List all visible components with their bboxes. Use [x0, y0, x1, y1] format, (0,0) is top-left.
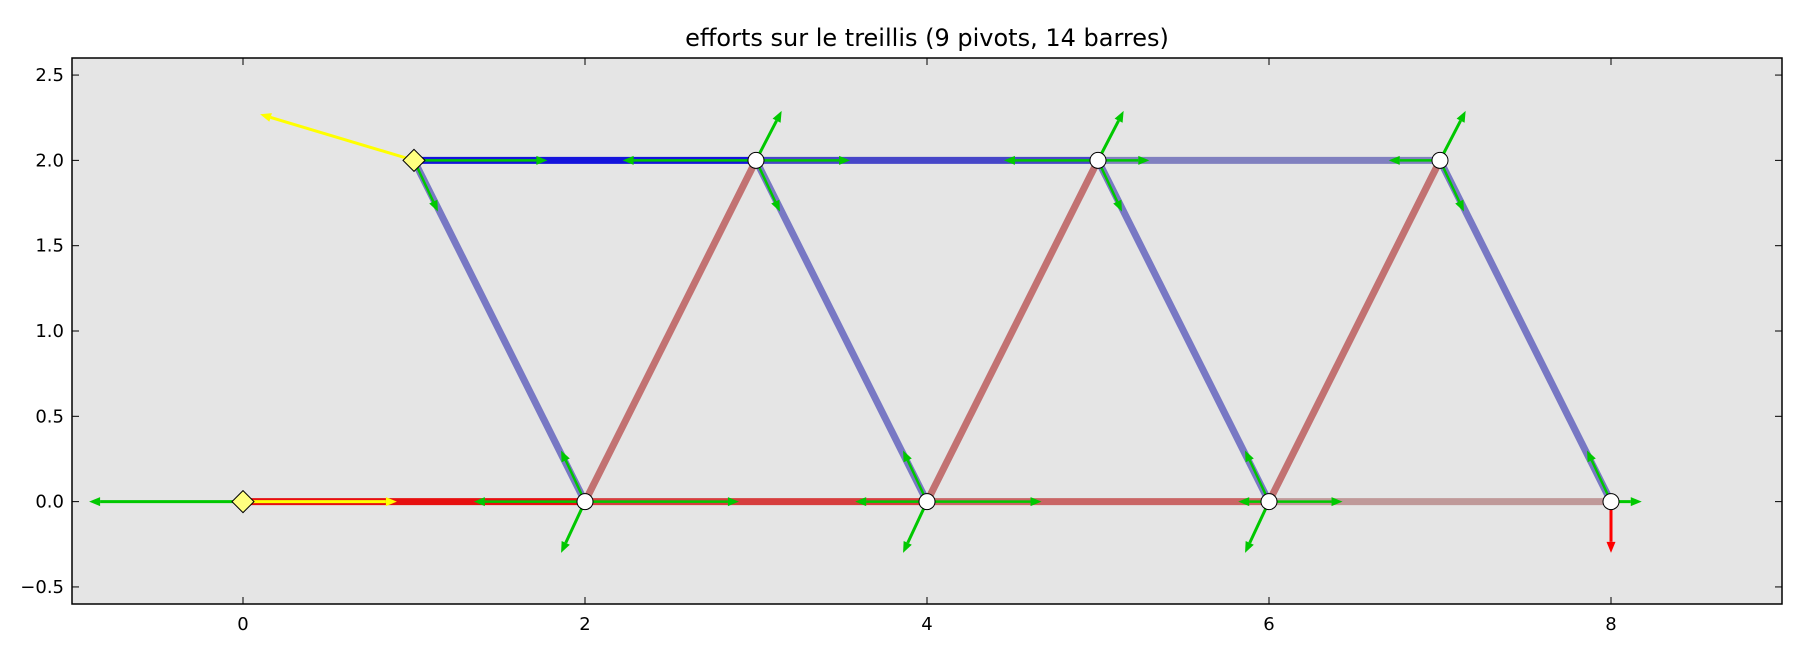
axis-ticks: 0 2 4 6 8 −0.5 0.0 0.5 1.0 1.5 2.0 2.5	[20, 58, 1782, 635]
y-tick-label: 1.0	[35, 321, 64, 342]
bar-force-arrow-7	[473, 497, 585, 507]
plot-area	[72, 58, 1782, 604]
external-force-arrow-2	[260, 113, 415, 162]
external-force-arrow-4	[89, 497, 243, 507]
y-tick-label: 2.0	[35, 150, 64, 171]
y-tick-label: 0.0	[35, 492, 64, 513]
bar-10	[752, 158, 931, 504]
support-pivot-1	[231, 489, 255, 514]
bar-9	[581, 158, 760, 504]
bar-13	[1265, 158, 1444, 504]
x-tick-label: 4	[921, 614, 932, 635]
support-pivot-6	[402, 148, 426, 173]
pivot-7	[747, 151, 765, 169]
x-tick-label: 0	[237, 614, 248, 635]
pivot-5	[1602, 493, 1620, 511]
pivot-8	[1089, 151, 1107, 169]
bar-force-arrow-2	[622, 155, 756, 165]
y-tick-label: 1.5	[35, 236, 64, 257]
bar-force-arrow-1	[414, 155, 548, 165]
bar-force-arrow-9	[855, 497, 927, 507]
pivot-4	[1260, 493, 1278, 511]
external-force-arrow-1	[243, 497, 397, 507]
bar-force-arrow-3	[756, 155, 851, 165]
x-tick-label: 8	[1605, 614, 1616, 635]
pivots	[231, 148, 1620, 514]
bar-14	[1436, 158, 1615, 504]
bar-12	[1094, 158, 1273, 504]
x-tick-label: 2	[579, 614, 590, 635]
pivot-2	[576, 493, 594, 511]
bar-force-arrow-8	[585, 497, 739, 507]
pivot-9	[1431, 151, 1449, 169]
x-tick-label: 6	[1263, 614, 1274, 635]
bar-force-arrow-10	[927, 497, 1042, 507]
pivot-3	[918, 493, 936, 511]
bar-11	[923, 158, 1102, 504]
chart-title: efforts sur le treillis (9 pivots, 14 ba…	[685, 24, 1169, 52]
bar-8	[410, 158, 589, 504]
y-tick-label: −0.5	[20, 577, 64, 598]
bar-force-arrow-12	[1269, 497, 1343, 507]
y-tick-label: 0.5	[35, 406, 64, 427]
y-tick-label: 2.5	[35, 65, 64, 86]
bar-force-arrow-4	[1003, 155, 1098, 165]
